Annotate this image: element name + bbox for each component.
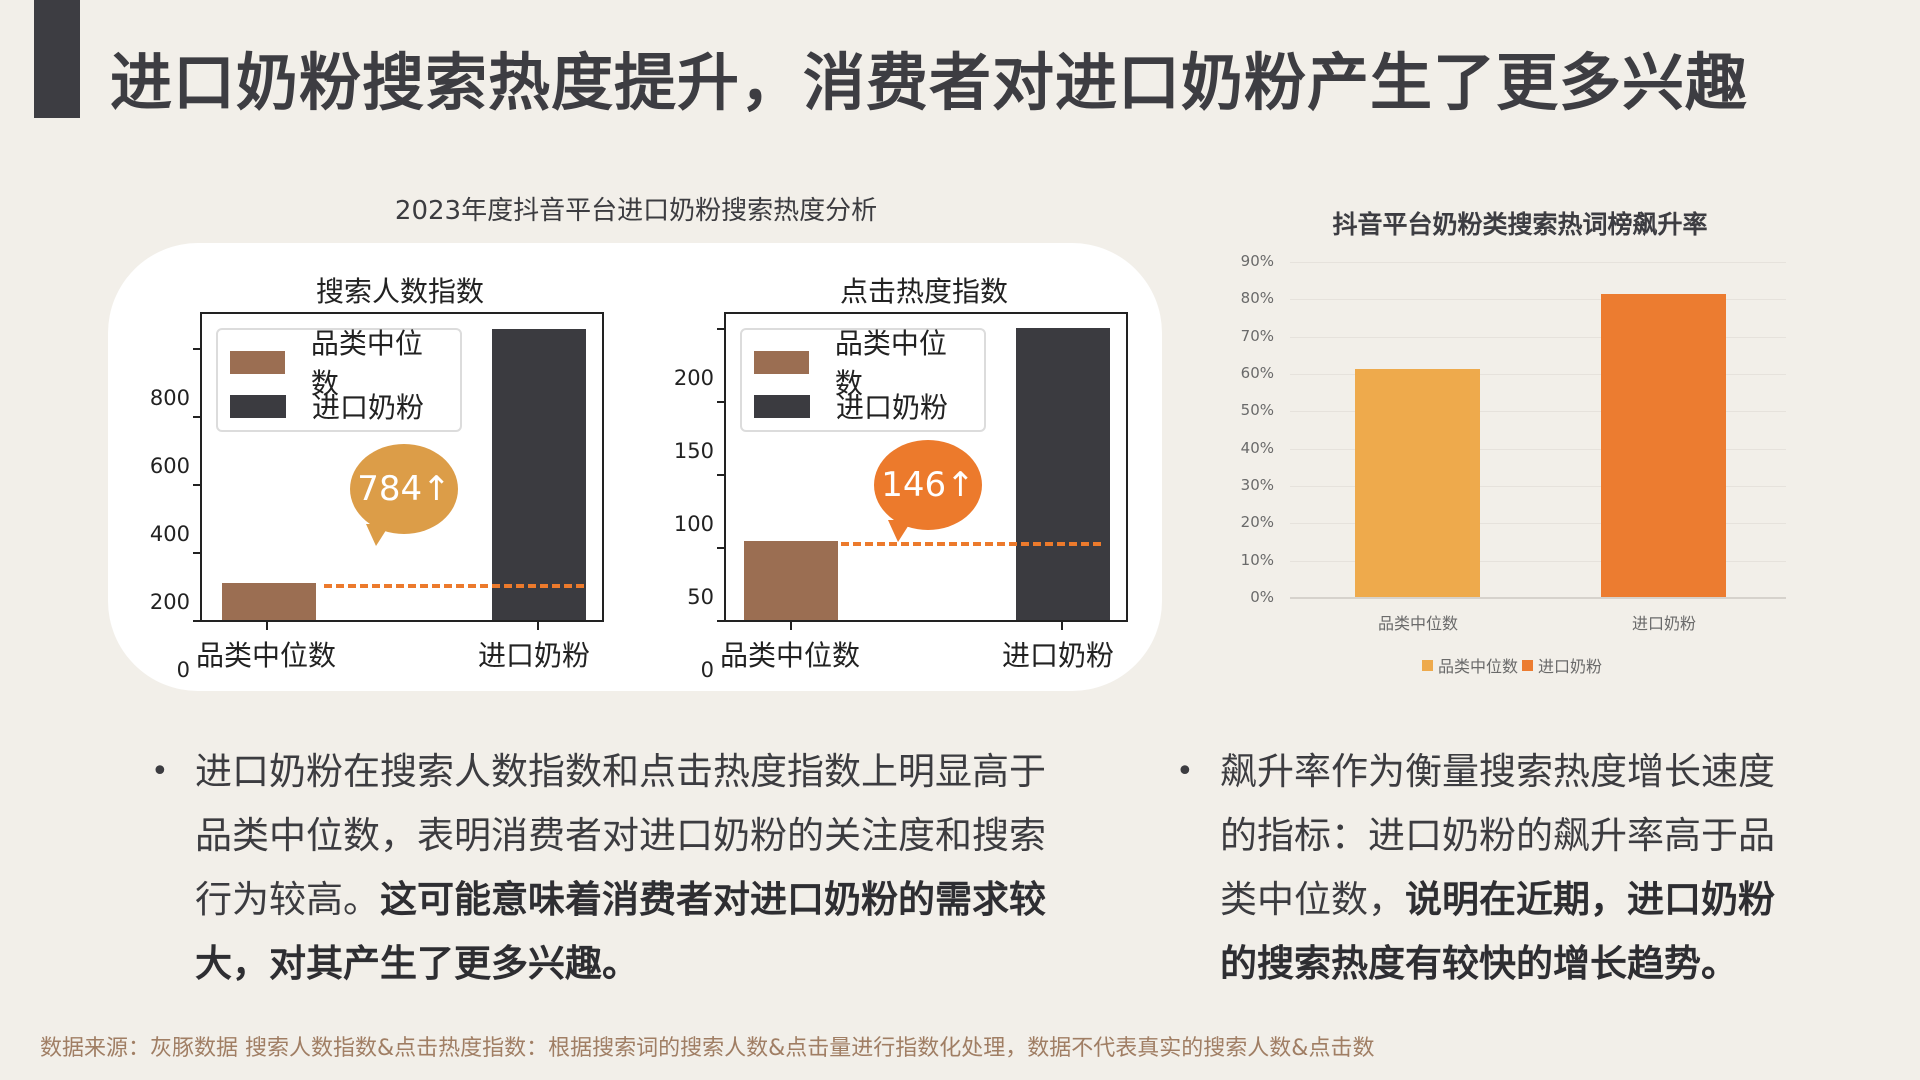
chart-title: 点击热度指数 [839, 275, 1008, 308]
section-caption: 2023年度抖音平台进口奶粉搜索热度分析 [394, 196, 878, 226]
bar-imported-formula [1016, 328, 1110, 620]
legend-item: 进口奶粉 [230, 384, 448, 428]
bar-category-median [1355, 369, 1480, 597]
legend: 品类中位数 进口奶粉 [216, 327, 462, 432]
legend-swatch [1422, 659, 1433, 671]
legend-swatch [754, 350, 809, 374]
bullet-dot-icon: • [1176, 754, 1194, 789]
bar-imported-formula [492, 329, 586, 620]
reference-dash-line [324, 584, 584, 588]
search-index-chart: 搜索人数指数 品类中位数 进口奶粉 784↑ 0 200 400 600 800… [120, 262, 620, 682]
x-label: 进口奶粉 [478, 639, 591, 672]
legend-swatch [230, 350, 285, 374]
bubble-tail [366, 524, 390, 546]
chart-title: 搜索人数指数 [315, 275, 484, 308]
bullet-dot-icon: • [151, 754, 169, 789]
right-bullet-text: • 飙升率作为衡量搜索热度增长速度的指标：进口奶粉的飙升率高于品类中位数，说明在… [1176, 740, 1810, 996]
bar-category-median [222, 583, 316, 620]
bubble-tail [888, 520, 912, 542]
increase-bubble: 784↑ [350, 444, 458, 534]
legend-swatch [754, 394, 810, 418]
x-label: 品类中位数 [196, 639, 337, 672]
click-index-chart: 点击热度指数 品类中位数 进口奶粉 146↑ 0 50 100 150 200 … [644, 262, 1144, 682]
x-label: 进口奶粉 [1002, 639, 1115, 672]
rise-rate-chart: 0% 10% 20% 30% 40% 50% 60% 70% 80% 90% 品… [1241, 252, 1786, 633]
rise-rate-chart-title: 抖音平台奶粉类搜索热词榜飙升率 [1332, 210, 1708, 239]
title-accent-bar [34, 0, 80, 118]
rise-rate-legend: 品类中位数 进口奶粉 [1418, 653, 1602, 677]
left-bullet-text: • 进口奶粉在搜索人数指数和点击热度指数上明显高于品类中位数，表明消费者对进口奶… [151, 740, 1075, 996]
reference-dash-line [841, 542, 1101, 546]
plot-area: 品类中位数 进口奶粉 784↑ [200, 312, 604, 622]
legend-swatch [230, 394, 286, 418]
bar-category-median [744, 541, 838, 620]
x-label: 品类中位数 [1377, 614, 1458, 633]
legend-item: 进口奶粉 [754, 384, 972, 428]
legend-item: 品类中位数 [754, 327, 972, 400]
legend: 品类中位数 进口奶粉 [740, 327, 986, 432]
page-title: 进口奶粉搜索热度提升，消费者对进口奶粉产生了更多兴趣 [110, 46, 1749, 119]
x-label: 品类中位数 [720, 639, 861, 672]
bar-imported-formula [1601, 294, 1726, 597]
plot-area: 品类中位数 进口奶粉 146↑ [724, 312, 1128, 622]
increase-bubble: 146↑ [874, 440, 982, 530]
x-label: 进口奶粉 [1631, 614, 1696, 633]
legend-swatch [1522, 659, 1534, 671]
legend-item: 品类中位数 [230, 327, 448, 400]
data-source-footer: 数据来源：灰豚数据 搜索人数指数&点击热度指数：根据搜索词的搜索人数&点击量进行… [40, 1036, 1375, 1061]
